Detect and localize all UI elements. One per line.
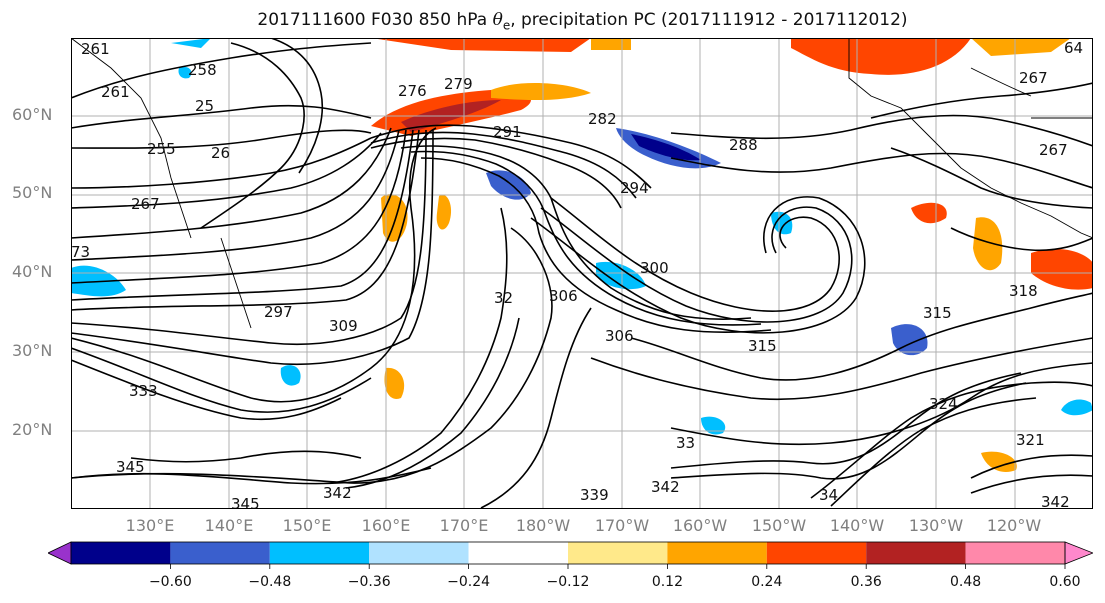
lon-label-170w: 170°W xyxy=(594,516,650,535)
lat-label-50n: 50°N xyxy=(12,183,53,202)
lon-label-150w: 150°W xyxy=(751,516,807,535)
contour-label: 306 xyxy=(549,287,578,305)
contour-label: 291 xyxy=(493,123,522,141)
contour-label: 339 xyxy=(580,486,609,504)
lon-label-140e: 140°E xyxy=(204,516,254,535)
contour-label: 309 xyxy=(329,317,358,335)
colorbar-segment xyxy=(667,542,767,564)
colorbar: −0.60 −0.48 −0.36 −0.24 −0.12 0.12 0.24 … xyxy=(48,541,1093,590)
map-frame xyxy=(71,38,1093,509)
lon-label-180w: 180°W xyxy=(515,516,571,535)
colorbar-tick-label: −0.60 xyxy=(149,574,192,590)
contour-label: 324 xyxy=(929,395,958,413)
contour-label: 34 xyxy=(819,486,838,504)
colorbar-segment xyxy=(866,542,966,564)
contour-label: 297 xyxy=(264,303,293,321)
contour-label: 294 xyxy=(620,179,649,197)
colorbar-tick-label: 0.24 xyxy=(751,574,782,590)
contour-label: 300 xyxy=(640,259,669,277)
lon-label-140w: 140°W xyxy=(829,516,885,535)
contour-label: 315 xyxy=(923,304,952,322)
colorbar-tick-labels: −0.60 −0.48 −0.36 −0.24 −0.12 0.12 0.24 … xyxy=(149,574,1081,590)
colorbar-tick-label: −0.24 xyxy=(447,574,490,590)
contour-label: 288 xyxy=(729,136,758,154)
map-title: 2017111600 F030 850 hPa θe, precipitatio… xyxy=(257,10,908,33)
contour-label: 255 xyxy=(147,140,176,158)
contour-label: 276 xyxy=(398,82,427,100)
colorbar-segments xyxy=(48,541,1093,565)
colorbar-extend-high xyxy=(1064,541,1093,565)
contour-label: 315 xyxy=(748,337,777,355)
contour-label: 342 xyxy=(651,478,680,496)
contour-label: 333 xyxy=(129,382,158,400)
contour-label: 279 xyxy=(444,75,473,93)
contour-label: 261 xyxy=(81,40,110,58)
lon-label-150e: 150°E xyxy=(282,516,332,535)
contour-label: 306 xyxy=(605,327,634,345)
lon-label-160e: 160°E xyxy=(361,516,411,535)
contour-label: 345 xyxy=(116,458,145,476)
contour-label: 261 xyxy=(101,83,130,101)
contour-label: 26 xyxy=(211,144,230,162)
lon-label-130e: 130°E xyxy=(125,516,175,535)
coastlines xyxy=(71,38,1093,329)
contour-label: 345 xyxy=(231,495,260,509)
lat-label-20n: 20°N xyxy=(12,420,53,439)
colorbar-segment xyxy=(269,542,370,564)
lon-label-130w: 130°W xyxy=(908,516,964,535)
colorbar-tick-label: −0.48 xyxy=(248,574,291,590)
contour-label: 342 xyxy=(1041,493,1070,509)
lon-label-170e: 170°E xyxy=(439,516,489,535)
contour-label: 32 xyxy=(494,289,513,307)
contour-label: 33 xyxy=(676,434,695,452)
lat-label-40n: 40°N xyxy=(12,262,53,281)
colorbar-segment xyxy=(170,542,270,564)
colorbar-segment xyxy=(468,542,568,564)
contour-label: 64 xyxy=(1064,39,1083,57)
contour-label: 267 xyxy=(131,195,160,213)
lat-label-30n: 30°N xyxy=(12,341,53,360)
contour-label: 321 xyxy=(1016,431,1045,449)
colorbar-tick-label: 0.48 xyxy=(950,574,981,590)
contour-label: 258 xyxy=(188,61,217,79)
colorbar-tick-label: 0.36 xyxy=(851,574,882,590)
map-panel: 261 258 25 261 255 26 267 73 276 279 282… xyxy=(71,38,1093,509)
contour-labels: 261 258 25 261 255 26 267 73 276 279 282… xyxy=(71,39,1083,509)
lat-label-60n: 60°N xyxy=(12,105,53,124)
colorbar-tick-label: 0.12 xyxy=(652,574,683,590)
lon-label-160w: 160°W xyxy=(672,516,728,535)
colorbar-extend-low xyxy=(48,541,72,565)
contour-label: 25 xyxy=(195,97,214,115)
lon-label-120w: 120°W xyxy=(986,516,1042,535)
contour-label: 267 xyxy=(1019,69,1048,87)
colorbar-tick-label: 0.60 xyxy=(1049,574,1080,590)
contour-label: 267 xyxy=(1039,141,1068,159)
contour-label: 318 xyxy=(1009,282,1038,300)
colorbar-segment xyxy=(965,542,1065,564)
colorbar-segment xyxy=(766,542,867,564)
contour-label: 342 xyxy=(323,484,352,502)
colorbar-tick-label: −0.12 xyxy=(547,574,590,590)
colorbar-segment xyxy=(71,542,171,564)
colorbar-segment xyxy=(568,542,668,564)
colorbar-tick-label: −0.36 xyxy=(348,574,391,590)
contour-label: 282 xyxy=(588,110,617,128)
contour-label: 73 xyxy=(71,243,90,261)
colorbar-ticks xyxy=(170,564,1066,569)
colorbar-segment xyxy=(369,542,469,564)
theta-e-contours xyxy=(71,38,1093,509)
